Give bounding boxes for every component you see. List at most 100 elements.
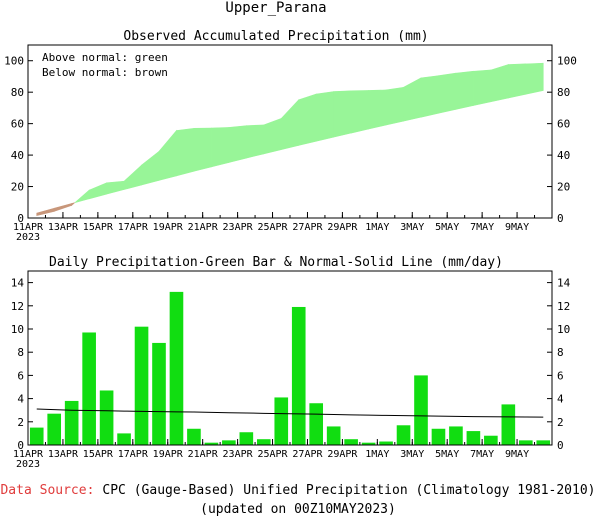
daily-precip-bar: [274, 397, 289, 445]
accumulated-date-label: 27APR: [292, 222, 323, 233]
daily-date-label: 19APR: [153, 449, 184, 460]
accumulated-date-label: 7MAY: [470, 222, 494, 233]
daily-date-label: 5MAY: [435, 449, 459, 460]
daily-date-label: 1MAY: [365, 449, 389, 460]
below-normal-band: [36, 207, 55, 217]
above-normal-band: [158, 129, 177, 181]
daily-precip-bar: [256, 439, 271, 445]
accumulated-date-label: 17APR: [118, 222, 149, 233]
accumulated-date-label: 11APR: [13, 222, 44, 233]
daily-precip-bar: [466, 431, 481, 445]
daily-y-axis-left: 0 2 4 6 8 10 12 14: [11, 277, 33, 452]
accumulated-date-label: 21APR: [188, 222, 219, 233]
accumulated-year-label: 2023: [16, 232, 40, 243]
data-source-label: Data Source:: [0, 483, 94, 498]
daily-normal-line: [36, 408, 544, 418]
above-normal-band: [525, 62, 544, 95]
accumulated-plot-frame: [27, 44, 553, 219]
above-normal-band: [106, 180, 125, 195]
daily-precip-bar: [117, 433, 131, 445]
above-normal-band: [385, 86, 404, 126]
accumulated-tick-label-left: 100: [4, 55, 24, 68]
daily-plot-frame: [27, 270, 553, 446]
accumulated-tick-label-right: 80: [557, 86, 570, 99]
daily-precip-bar: [99, 390, 114, 445]
daily-chart: Daily Precipitation-Green Bar & Normal-S…: [11, 255, 571, 470]
page-title: Upper_Parana: [225, 0, 326, 16]
daily-precip-bar: [536, 440, 551, 445]
above-normal-band: [333, 90, 352, 138]
accumulated-date-label: 5MAY: [435, 222, 459, 233]
daily-precip-bar: [326, 426, 341, 445]
accumulated-tick-label-right: 20: [557, 181, 570, 194]
daily-date-label: 3MAY: [400, 449, 424, 460]
daily-precip-bar: [152, 342, 166, 445]
accumulated-date-label: 3MAY: [400, 222, 424, 233]
daily-tick-label-right: 14: [557, 277, 571, 290]
legend-above-normal: Above normal: green: [42, 51, 168, 64]
daily-date-label: 21APR: [188, 449, 219, 460]
daily-date-label: 17APR: [118, 449, 149, 460]
daily-tick-label-left: 0: [17, 439, 24, 452]
accumulated-chart-title: Observed Accumulated Precipitation (mm): [123, 29, 428, 44]
below-normal-band: [53, 203, 72, 212]
daily-precip-bar: [47, 413, 62, 445]
daily-tick-label-left: 8: [17, 346, 24, 359]
above-normal-band: [193, 127, 212, 172]
accumulated-date-label: 9MAY: [505, 222, 529, 233]
daily-precip-bar: [222, 440, 236, 445]
accumulated-date-label: 29APR: [327, 222, 358, 233]
daily-year-label: 2023: [16, 459, 40, 470]
accumulated-date-label: 25APR: [257, 222, 288, 233]
legend-below-normal: Below normal: brown: [42, 66, 168, 79]
daily-date-label: 23APR: [223, 449, 254, 460]
daily-date-label: 7MAY: [470, 449, 494, 460]
accumulated-y-axis-right: 0 20 40 60 80 100: [547, 55, 577, 225]
daily-precip-bar: [449, 426, 463, 445]
accumulated-tick-label-left: 20: [11, 181, 24, 194]
daily-precip-bar: [344, 439, 358, 445]
accumulated-tick-label-left: 40: [11, 149, 24, 162]
above-normal-band: [473, 69, 492, 106]
daily-date-label: 27APR: [292, 449, 323, 460]
daily-tick-label-left: 4: [17, 393, 24, 406]
daily-precip-bar: [518, 440, 533, 445]
above-normal-band: [88, 182, 107, 200]
daily-precip-bar: [204, 442, 219, 445]
daily-precip-bar: [484, 435, 498, 445]
daily-precip-bar: [361, 442, 376, 445]
accumulated-tick-label-left: 60: [11, 118, 24, 131]
above-normal-band: [298, 93, 317, 146]
accumulated-tick-label-left: 0: [17, 212, 24, 225]
above-normal-band: [455, 70, 474, 110]
accumulated-x-axis: 11APR 13APR 15APR 17APR 19APR 21APR 23APR 25APR…: [13, 212, 536, 243]
above-normal-band: [438, 72, 457, 114]
above-normal-band: [508, 63, 527, 99]
below-normal-band: [71, 202, 75, 207]
accumulated-tick-label-right: 0: [557, 212, 564, 225]
daily-precip-bar: [501, 404, 516, 445]
above-normal-band: [211, 127, 230, 168]
daily-date-label: 25APR: [257, 449, 288, 460]
daily-precip-bar: [431, 428, 446, 445]
daily-date-label: 9MAY: [505, 449, 529, 460]
accumulated-chart: Observed Accumulated Precipitation (mm) …: [4, 29, 577, 243]
daily-y-axis-right: 0 2 4 6 8 10 12 14: [547, 277, 571, 452]
accumulated-tick-label-left: 80: [11, 86, 24, 99]
daily-plot-area: [29, 291, 551, 445]
daily-tick-label-left: 10: [11, 323, 24, 336]
accumulated-date-label: 19APR: [153, 222, 184, 233]
source-line: Data Source: CPC (Gauge-Based) Unified Pr…: [0, 483, 595, 498]
above-normal-band: [141, 150, 160, 186]
daily-precip-bar: [82, 332, 96, 445]
updated-note: (updated on 00Z10MAY2023): [200, 502, 396, 517]
daily-precip-bar: [414, 375, 428, 445]
accumulated-date-label: 1MAY: [365, 222, 389, 233]
above-normal-band: [350, 90, 369, 134]
above-normal-band: [280, 98, 300, 150]
daily-x-axis: 11APR 13APR 15APR 17APR 19APR 21APR 23APR 25APR…: [13, 439, 536, 470]
daily-date-label: 13APR: [48, 449, 79, 460]
daily-precip-bar: [379, 441, 393, 445]
